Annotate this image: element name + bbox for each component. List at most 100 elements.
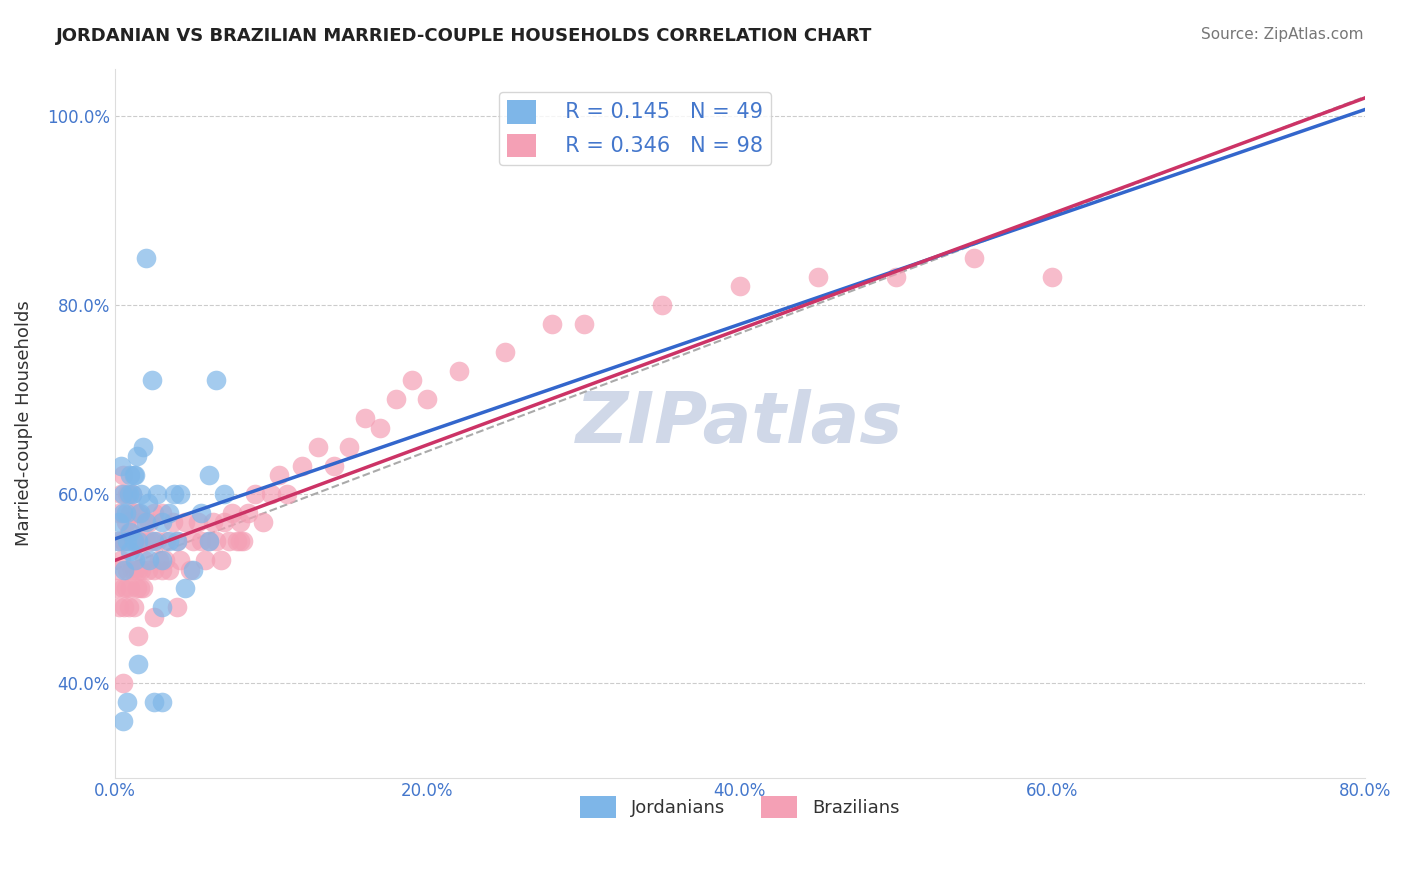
Point — [121, 563, 143, 577]
Point — [401, 374, 423, 388]
Point — [153, 553, 176, 567]
Point — [139, 534, 162, 549]
Point — [146, 534, 169, 549]
Point — [132, 516, 155, 530]
Point — [136, 496, 159, 510]
Point — [134, 553, 156, 567]
Point — [572, 317, 595, 331]
Point — [138, 516, 160, 530]
Point — [166, 600, 188, 615]
Point — [651, 298, 673, 312]
Point — [202, 516, 225, 530]
Point — [122, 600, 145, 615]
Point — [112, 600, 135, 615]
Point — [148, 553, 170, 567]
Point — [132, 440, 155, 454]
Point — [353, 411, 375, 425]
Point — [124, 468, 146, 483]
Point — [111, 506, 134, 520]
Point — [150, 516, 173, 530]
Point — [111, 714, 134, 728]
Point — [122, 534, 145, 549]
Point — [142, 610, 165, 624]
Point — [138, 553, 160, 567]
Point — [107, 563, 129, 577]
Point — [121, 487, 143, 501]
Point — [212, 516, 235, 530]
Text: ZIPatlas: ZIPatlas — [576, 389, 904, 458]
Text: JORDANIAN VS BRAZILIAN MARRIED-COUPLE HOUSEHOLDS CORRELATION CHART: JORDANIAN VS BRAZILIAN MARRIED-COUPLE HO… — [56, 27, 873, 45]
Point — [494, 345, 516, 359]
Point — [107, 534, 129, 549]
Point — [218, 534, 240, 549]
Point — [121, 487, 143, 501]
Point — [155, 534, 177, 549]
Point — [174, 582, 197, 596]
Point — [136, 563, 159, 577]
Point — [190, 506, 212, 520]
Point — [150, 600, 173, 615]
Point — [118, 524, 141, 539]
Point — [181, 534, 204, 549]
Point — [541, 317, 564, 331]
Point — [128, 582, 150, 596]
Point — [166, 534, 188, 549]
Point — [221, 506, 243, 520]
Point — [307, 440, 329, 454]
Point — [135, 251, 157, 265]
Point — [142, 695, 165, 709]
Point — [124, 553, 146, 567]
Text: Source: ZipAtlas.com: Source: ZipAtlas.com — [1201, 27, 1364, 42]
Point — [127, 563, 149, 577]
Point — [110, 553, 132, 567]
Point — [124, 563, 146, 577]
Point — [111, 534, 134, 549]
Point — [125, 582, 148, 596]
Point — [447, 364, 470, 378]
Point — [108, 516, 131, 530]
Point — [146, 487, 169, 501]
Point — [142, 506, 165, 520]
Point — [236, 506, 259, 520]
Point — [111, 676, 134, 690]
Point — [197, 534, 219, 549]
Point — [127, 657, 149, 672]
Legend: Jordanians, Brazilians: Jordanians, Brazilians — [574, 789, 907, 825]
Point — [125, 534, 148, 549]
Point — [122, 468, 145, 483]
Point — [114, 516, 136, 530]
Point — [127, 629, 149, 643]
Point — [118, 600, 141, 615]
Point — [337, 440, 360, 454]
Point — [159, 563, 181, 577]
Point — [291, 458, 314, 473]
Point — [117, 563, 139, 577]
Point — [114, 506, 136, 520]
Point — [150, 506, 173, 520]
Point — [276, 487, 298, 501]
Point — [117, 695, 139, 709]
Point — [112, 534, 135, 549]
Point — [111, 582, 134, 596]
Point — [112, 563, 135, 577]
Point — [205, 534, 228, 549]
Point — [416, 392, 439, 407]
Point — [1040, 269, 1063, 284]
Point — [807, 269, 830, 284]
Point — [141, 374, 163, 388]
Point — [245, 487, 267, 501]
Point — [118, 487, 141, 501]
Point — [142, 534, 165, 549]
Point — [159, 506, 181, 520]
Point — [190, 534, 212, 549]
Point — [120, 506, 142, 520]
Point — [110, 487, 132, 501]
Point — [169, 487, 191, 501]
Point — [135, 534, 157, 549]
Point — [229, 516, 252, 530]
Point — [370, 421, 392, 435]
Point — [107, 534, 129, 549]
Point — [159, 534, 181, 549]
Point — [122, 534, 145, 549]
Point — [884, 269, 907, 284]
